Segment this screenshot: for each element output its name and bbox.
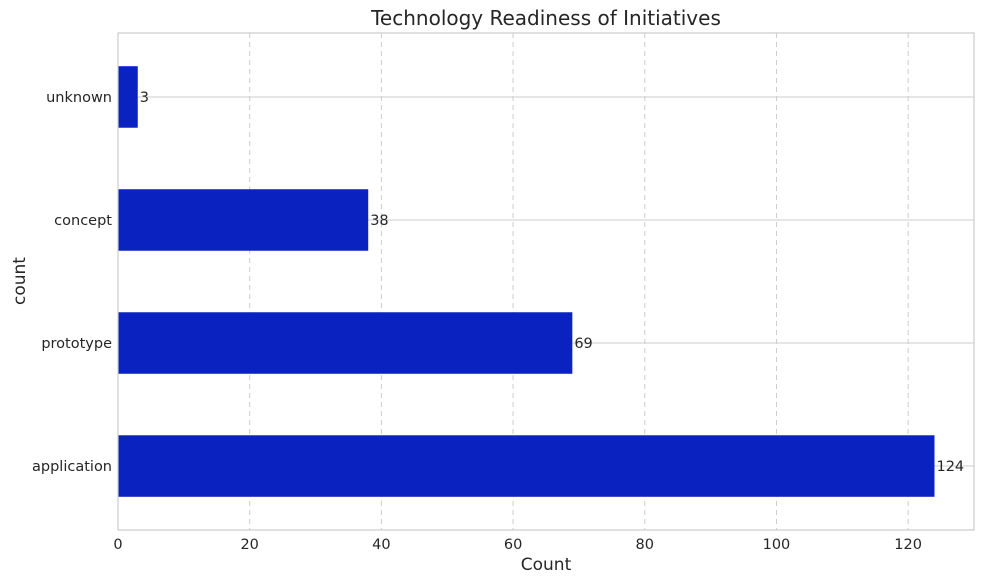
data-labels: 124 69 38 3 (140, 90, 964, 475)
bar-prototype (118, 312, 573, 374)
x-axis-ticks: 0 20 40 60 80 100 120 (113, 537, 922, 553)
x-tick-label-80: 80 (636, 537, 654, 553)
x-tick-label-40: 40 (372, 537, 390, 553)
x-tick-label-0: 0 (113, 537, 122, 553)
data-label-unknown: 3 (140, 90, 149, 106)
data-label-prototype: 69 (574, 336, 592, 352)
x-tick-label-60: 60 (504, 537, 522, 553)
x-tick-label-20: 20 (240, 537, 258, 553)
x-tick-label-120: 120 (894, 537, 922, 553)
data-label-concept: 38 (370, 213, 388, 229)
x-axis-label: Count (521, 555, 572, 575)
bar-application (118, 435, 935, 497)
x-tick-label-100: 100 (763, 537, 791, 553)
y-tick-label-concept: concept (54, 213, 112, 229)
chart-title: Technology Readiness of Initiatives (370, 6, 721, 30)
plot-frame (117, 32, 975, 531)
y-axis-ticks: application prototype concept unknown (32, 90, 112, 475)
y-tick-label-unknown: unknown (46, 90, 112, 106)
bars (118, 66, 935, 497)
y-axis-label: count (10, 257, 30, 305)
bar-unknown (118, 66, 138, 128)
bar-concept (118, 189, 369, 251)
y-tick-label-application: application (32, 459, 112, 475)
y-tick-label-prototype: prototype (41, 336, 112, 352)
data-label-application: 124 (936, 459, 964, 475)
